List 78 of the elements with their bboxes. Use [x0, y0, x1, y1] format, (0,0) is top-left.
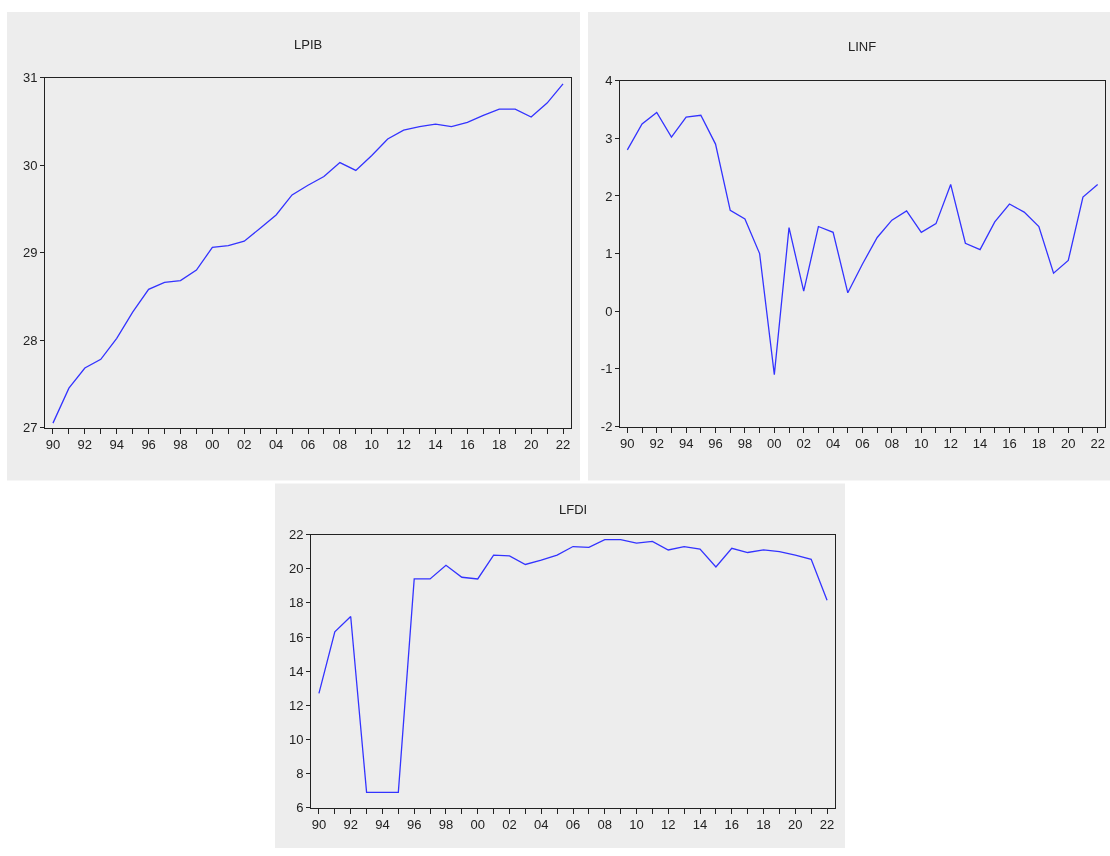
x-tick-label: 22: [1090, 436, 1105, 452]
line-series: [52, 83, 564, 424]
x-tick-label: 90: [311, 817, 327, 833]
chart-title: LINF: [848, 39, 877, 54]
x-tick-label: 00: [767, 436, 782, 452]
y-tick-label: 1: [605, 246, 613, 262]
x-tick-label: 00: [470, 817, 485, 833]
chart-title: LPIB: [294, 37, 323, 52]
y-tick-label: 0: [605, 303, 613, 319]
y-tick-label: 8: [296, 766, 304, 782]
y-tick-label: 4: [605, 73, 613, 89]
x-tick-label: 96: [406, 817, 422, 833]
x-tick-label: 12: [661, 817, 676, 833]
x-tick-label: 10: [629, 817, 644, 833]
y-tick-label: 12: [288, 697, 304, 713]
x-tick-label: 04: [534, 817, 549, 833]
x-tick-label: 22: [555, 437, 571, 453]
x-tick-label: 14: [972, 436, 988, 452]
x-tick-label: 06: [300, 437, 316, 453]
x-tick-label: 02: [237, 437, 252, 453]
line-series: [318, 539, 828, 794]
x-tick-label: 92: [77, 437, 93, 453]
y-tick-label: 22: [288, 527, 304, 543]
x-tick-label: 18: [756, 817, 771, 833]
y-tick-label: 30: [22, 157, 38, 173]
x-tick-label: 14: [692, 817, 708, 833]
y-tick-label: 27: [22, 420, 38, 436]
x-tick-label: 98: [737, 436, 753, 452]
chart-title: LFDI: [559, 502, 588, 517]
x-tick-label: 02: [796, 436, 811, 452]
y-tick-label: -1: [600, 361, 613, 377]
y-tick-label: 3: [605, 130, 613, 146]
x-tick-label: 08: [332, 437, 348, 453]
x-tick-label: 08: [597, 817, 612, 833]
x-tick-label: 20: [788, 817, 803, 833]
x-tick-label: 10: [914, 436, 929, 452]
x-tick-label: 22: [819, 817, 835, 833]
x-tick-label: 16: [1002, 436, 1017, 452]
x-tick-label: 96: [141, 437, 156, 453]
y-tick-label: 18: [288, 595, 304, 611]
x-tick-label: 12: [943, 436, 958, 452]
y-tick-label: 14: [288, 663, 304, 679]
y-tick-label: 20: [288, 561, 304, 577]
x-tick-label: 02: [502, 817, 517, 833]
x-tick-label: 16: [460, 437, 475, 453]
y-tick-label: 10: [288, 731, 304, 747]
x-tick-label: 90: [620, 436, 635, 452]
x-tick-label: 14: [428, 437, 443, 453]
x-tick-label: 92: [343, 817, 358, 833]
x-tick-label: 20: [1061, 436, 1076, 452]
x-tick-label: 12: [396, 437, 411, 453]
x-tick-label: 04: [268, 437, 284, 453]
y-tick-label: 6: [296, 800, 304, 816]
x-tick-label: 06: [565, 817, 581, 833]
x-tick-label: 92: [649, 436, 664, 452]
line-series: [626, 111, 1099, 376]
x-tick-label: 98: [173, 437, 188, 453]
x-tick-label: 10: [364, 437, 379, 453]
x-tick-label: 96: [708, 436, 723, 452]
x-tick-label: 16: [724, 817, 740, 833]
x-tick-label: 98: [438, 817, 454, 833]
x-tick-label: 06: [855, 436, 870, 452]
x-tick-label: 08: [884, 436, 900, 452]
x-tick-label: 94: [375, 817, 390, 833]
y-tick-label: 28: [22, 332, 38, 348]
x-tick-label: 18: [492, 437, 507, 453]
y-tick-label: 2: [605, 188, 613, 204]
x-tick-label: 18: [1031, 436, 1047, 452]
x-tick-label: 94: [109, 437, 124, 453]
x-tick-label: 20: [523, 437, 539, 453]
x-tick-label: 04: [825, 436, 841, 452]
x-tick-label: 00: [205, 437, 220, 453]
x-tick-label: 90: [45, 437, 61, 453]
y-tick-label: 16: [288, 629, 304, 645]
y-tick-label: -2: [600, 419, 613, 435]
y-tick-label: 29: [22, 245, 38, 261]
y-tick-label: 31: [22, 70, 38, 86]
x-tick-label: 94: [678, 436, 694, 452]
